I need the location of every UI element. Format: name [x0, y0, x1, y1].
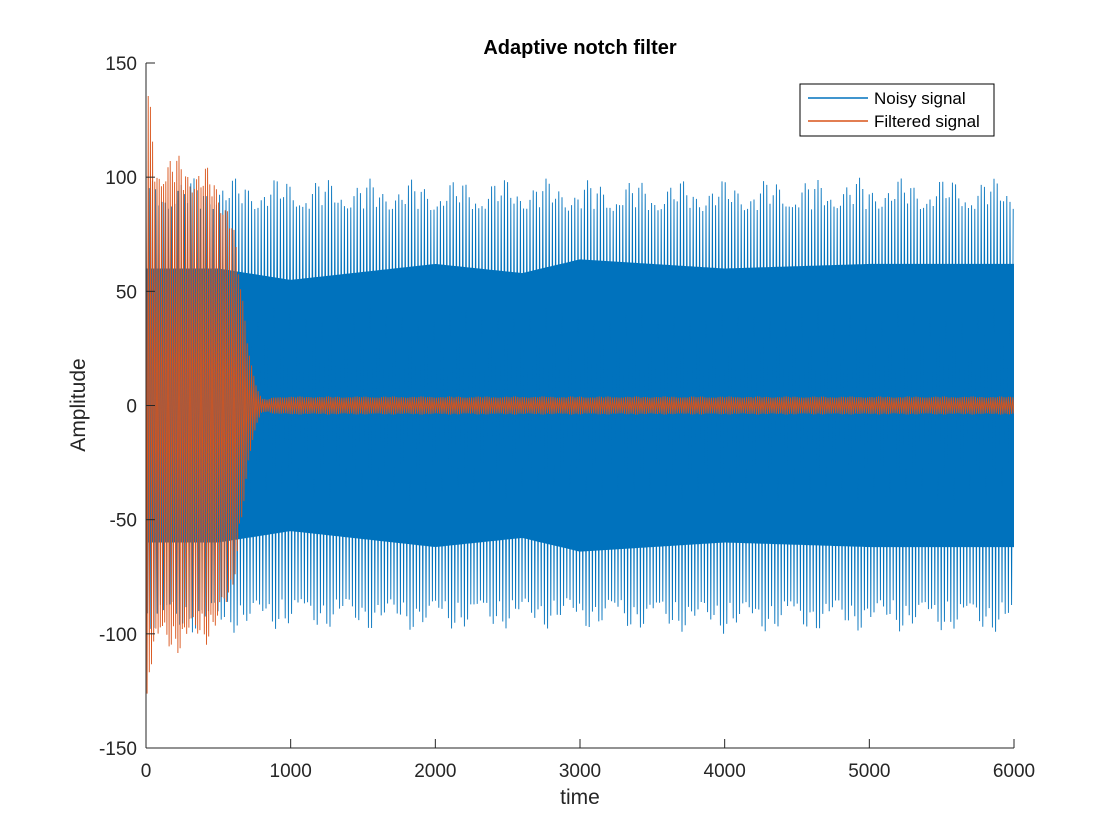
series-layer: [146, 95, 1014, 694]
x-axis-label: time: [560, 786, 600, 809]
x-tick-label: 5000: [848, 761, 890, 782]
series-noisy-signal-trace: [146, 177, 1014, 634]
y-tick-label: -150: [99, 739, 137, 760]
legend: Noisy signal Filtered signal: [799, 83, 995, 137]
x-tick-label: 0: [141, 761, 152, 782]
x-tick-label: 6000: [993, 761, 1035, 782]
y-tick-label: 0: [126, 397, 137, 418]
chart-title: Adaptive notch filter: [483, 37, 677, 59]
y-tick-label: -100: [99, 625, 137, 646]
plot-area: 0 1000 2000 3000 4000 5000 6000 150 100 50 0 -50 -10…: [99, 54, 1035, 782]
x-tick-label: 3000: [559, 761, 601, 782]
y-tick-label: 50: [116, 282, 137, 303]
series-filtered-signal: [146, 95, 1014, 694]
y-tick-label: -50: [110, 511, 137, 532]
y-tick-label: 100: [105, 168, 137, 189]
x-tick-label: 1000: [270, 761, 312, 782]
y-tick-label: 150: [105, 54, 137, 75]
legend-box: [799, 83, 995, 137]
legend-label-noisy: Noisy signal: [874, 89, 966, 108]
legend-label-filtered: Filtered signal: [874, 112, 980, 131]
series-filtered-signal-trace: [146, 95, 1014, 694]
x-tick-label: 4000: [704, 761, 746, 782]
x-tick-label: 2000: [414, 761, 456, 782]
y-axis-label: Amplitude: [67, 358, 90, 451]
axes-layer: 0 1000 2000 3000 4000 5000 6000 150 100 50 0 -50 -10…: [99, 54, 1035, 782]
